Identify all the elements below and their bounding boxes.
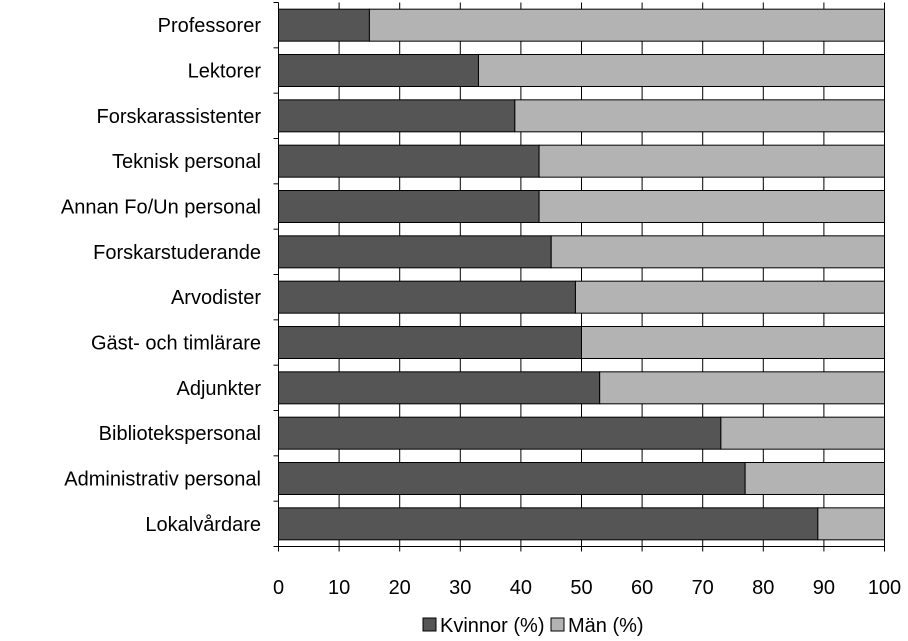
bar-kvinnor-2 <box>278 99 516 133</box>
x-tick-label: 90 <box>813 577 835 599</box>
bar-kvinnor-9 <box>278 416 722 450</box>
category-label: Arvodister <box>171 287 261 309</box>
bar-man-7 <box>581 326 885 359</box>
category-label: Professorer <box>158 15 262 37</box>
bar-man-8 <box>599 371 885 405</box>
x-tick-labels: 0 10 20 30 40 50 60 70 80 90 100 <box>273 577 901 599</box>
bar-kvinnor-6 <box>278 280 576 314</box>
bar-man-10 <box>744 462 885 495</box>
bars <box>278 8 886 541</box>
legend: Kvinnor (%) Män (%) <box>422 615 644 637</box>
bar-kvinnor-1 <box>278 54 479 87</box>
category-label: Lektorer <box>188 61 262 83</box>
x-tick-label: 50 <box>570 577 592 599</box>
bar-kvinnor-7 <box>278 326 582 359</box>
x-tick-label: 30 <box>449 577 471 599</box>
bar-kvinnor-4 <box>278 190 540 223</box>
category-label: Teknisk personal <box>112 151 261 173</box>
bar-man-4 <box>538 190 886 223</box>
category-label: Forskarassistenter <box>97 106 262 128</box>
legend-label-kvinnor: Kvinnor (%) <box>440 615 544 637</box>
category-label: Annan Fo/Un personal <box>61 197 261 219</box>
bar-kvinnor-10 <box>278 462 746 495</box>
bar-man-0 <box>368 8 885 42</box>
bar-man-11 <box>817 507 886 541</box>
bar-kvinnor-8 <box>278 371 601 405</box>
category-labels: Professorer Lektorer Forskarassistenter Tek… <box>61 15 261 536</box>
grid-lines <box>338 2 825 547</box>
x-tick-label: 70 <box>692 577 714 599</box>
bar-kvinnor-5 <box>278 235 552 269</box>
x-tick-label: 40 <box>510 577 532 599</box>
category-label: Lokalvårdare <box>145 514 261 536</box>
x-tick-label: 60 <box>631 577 653 599</box>
x-tick-label: 80 <box>752 577 774 599</box>
category-label: Adjunkter <box>177 378 262 400</box>
legend-swatch-man <box>550 617 565 632</box>
bar-man-9 <box>720 416 885 450</box>
bar-man-3 <box>538 144 886 178</box>
legend-label-man: Män (%) <box>568 615 644 637</box>
bar-man-2 <box>514 99 886 133</box>
axes <box>273 2 885 552</box>
legend-swatch-kvinnor <box>422 617 437 632</box>
category-label: Administrativ personal <box>64 469 261 491</box>
bar-kvinnor-0 <box>278 8 370 42</box>
category-label: Bibliotekspersonal <box>99 423 261 445</box>
x-tick-label: 100 <box>868 577 901 599</box>
bar-man-6 <box>574 280 885 314</box>
x-tick-label: 20 <box>389 577 411 599</box>
bar-kvinnor-11 <box>278 507 819 541</box>
category-label: Forskarstuderande <box>93 242 261 264</box>
bar-man-5 <box>550 235 885 269</box>
x-tick-label: 10 <box>328 577 350 599</box>
x-tick-label: 0 <box>273 577 284 599</box>
bar-kvinnor-3 <box>278 144 540 178</box>
category-label: Gäst- och timlärare <box>91 333 261 355</box>
bar-man-1 <box>477 54 885 87</box>
